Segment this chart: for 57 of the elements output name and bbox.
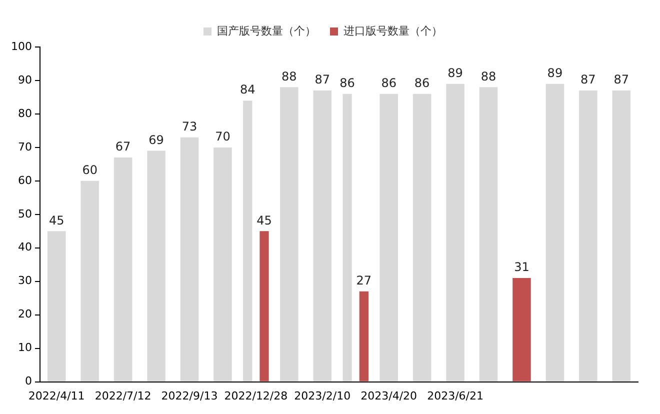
bar <box>579 90 598 382</box>
bar <box>47 231 66 382</box>
legend-label: 进口版号数量（个） <box>344 24 442 38</box>
data-label: 89 <box>448 66 463 80</box>
data-label: 84 <box>240 82 256 97</box>
x-tick-label: 2023/2/10 <box>294 389 351 402</box>
y-tick-label: 30 <box>18 274 32 288</box>
bar <box>412 94 432 382</box>
data-label: 86 <box>340 76 355 90</box>
data-label: 73 <box>182 120 198 134</box>
data-label: 69 <box>148 132 164 147</box>
y-tick-label: 80 <box>18 106 32 120</box>
y-tick-label: 10 <box>18 341 32 354</box>
bar <box>612 90 631 382</box>
bar <box>446 84 464 382</box>
bar <box>280 87 298 382</box>
data-label: 70 <box>215 130 230 144</box>
data-label: 87 <box>314 72 330 87</box>
y-tick-label: 0 <box>24 374 32 388</box>
data-label: 88 <box>480 69 496 84</box>
x-tick-label: 2022/4/11 <box>28 389 85 402</box>
bar <box>313 90 332 382</box>
bar <box>359 291 368 382</box>
bar <box>546 84 564 382</box>
y-tick-label: 90 <box>18 73 32 86</box>
data-label: 87 <box>614 72 630 87</box>
y-tick-label: 70 <box>18 140 32 154</box>
y-tick-label: 40 <box>18 240 32 254</box>
data-label: 87 <box>580 72 596 87</box>
bar <box>260 231 269 382</box>
data-label: 45 <box>48 213 64 228</box>
bar <box>380 94 398 382</box>
data-label: 45 <box>256 213 272 228</box>
y-tick-label: 20 <box>18 308 32 321</box>
x-tick-label: 2022/7/12 <box>94 389 152 402</box>
bar <box>479 87 498 382</box>
bar <box>147 150 166 382</box>
y-tick-label: 100 <box>10 40 32 53</box>
data-label: 86 <box>381 76 396 90</box>
bar <box>180 137 199 382</box>
legend-label: 国产版号数量（个） <box>217 24 316 38</box>
bar <box>80 180 99 382</box>
x-tick-label: 2022/12/28 <box>224 389 288 402</box>
data-label: 88 <box>282 69 297 84</box>
bar <box>214 147 232 382</box>
x-tick-label: 2022/9/13 <box>161 389 218 402</box>
y-tick-label: 60 <box>18 174 32 187</box>
data-label: 67 <box>115 140 131 154</box>
y-tick-label: 50 <box>18 207 32 220</box>
bar <box>114 157 132 382</box>
x-tick-label: 2023/4/20 <box>360 389 418 402</box>
data-label: 31 <box>514 260 530 274</box>
data-label: 60 <box>82 163 98 178</box>
data-label: 89 <box>547 66 563 80</box>
data-label: 86 <box>414 76 430 90</box>
x-tick-label: 2023/6/21 <box>427 389 484 402</box>
data-label: 27 <box>356 274 372 288</box>
